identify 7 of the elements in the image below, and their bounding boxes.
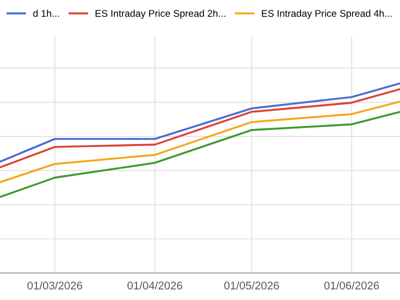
x-tick-label: 01/04/2026 [127, 281, 182, 290]
legend-label: ES Intraday Price Spread 2h... [96, 10, 226, 19]
x-tick-label: 01/05/2026 [224, 281, 279, 290]
legend-label: d 1h... [33, 10, 59, 17]
legend-label: ES Intraday Price Spread 4h... [262, 10, 392, 19]
x-tick-label: 01/03/2026 [27, 281, 82, 290]
x-tick-label: 01/06/2026 [324, 281, 379, 290]
